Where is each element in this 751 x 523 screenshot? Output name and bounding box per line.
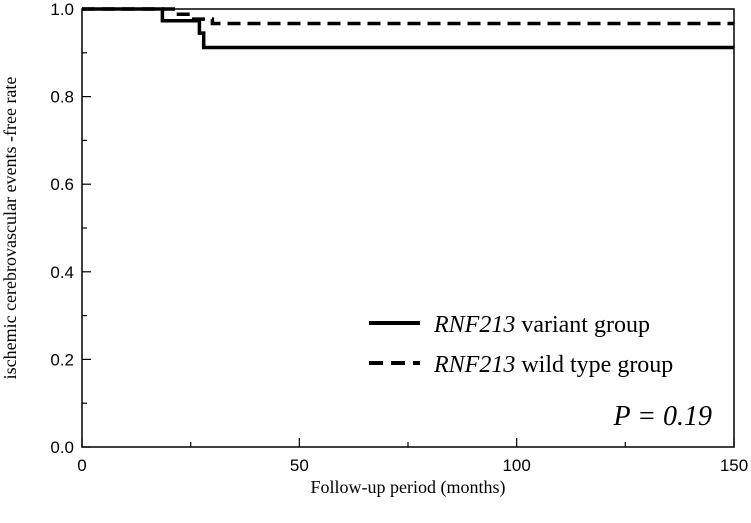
x-tick-label: 0 [77,456,86,475]
y-tick-label: 0.4 [50,263,74,282]
x-axis-ticks: 0 50 100 150 [77,438,748,475]
x-tick-label: 50 [290,456,309,475]
series-layer [82,7,734,50]
series-line-wildtype [82,7,734,26]
y-axis-ticks: 0.0 0.2 0.4 0.6 0.8 1.0 [50,0,91,457]
series-line-variant [82,7,734,50]
y-axis-title: ischemic cerebrovascular events -free ra… [0,77,20,380]
legend-label-wildtype: RNF213 wild type group [433,352,673,378]
y-tick-label: 1.0 [50,0,74,19]
y-tick-label: 0.6 [50,175,74,194]
plot-frame [81,8,735,448]
x-axis-title: Follow-up period (months) [311,477,506,498]
x-tick-label: 150 [720,456,748,475]
p-value-annotation: P = 0.19 [613,401,713,432]
x-tick-label: 100 [502,456,530,475]
y-tick-label: 0.8 [50,88,74,107]
y-tick-label: 0.2 [50,350,74,369]
legend-label-variant: RNF213 variant group [433,312,650,338]
y-tick-label: 0.0 [50,438,74,457]
legend: RNF213 variant group RNF213 wild type gr… [369,312,673,378]
